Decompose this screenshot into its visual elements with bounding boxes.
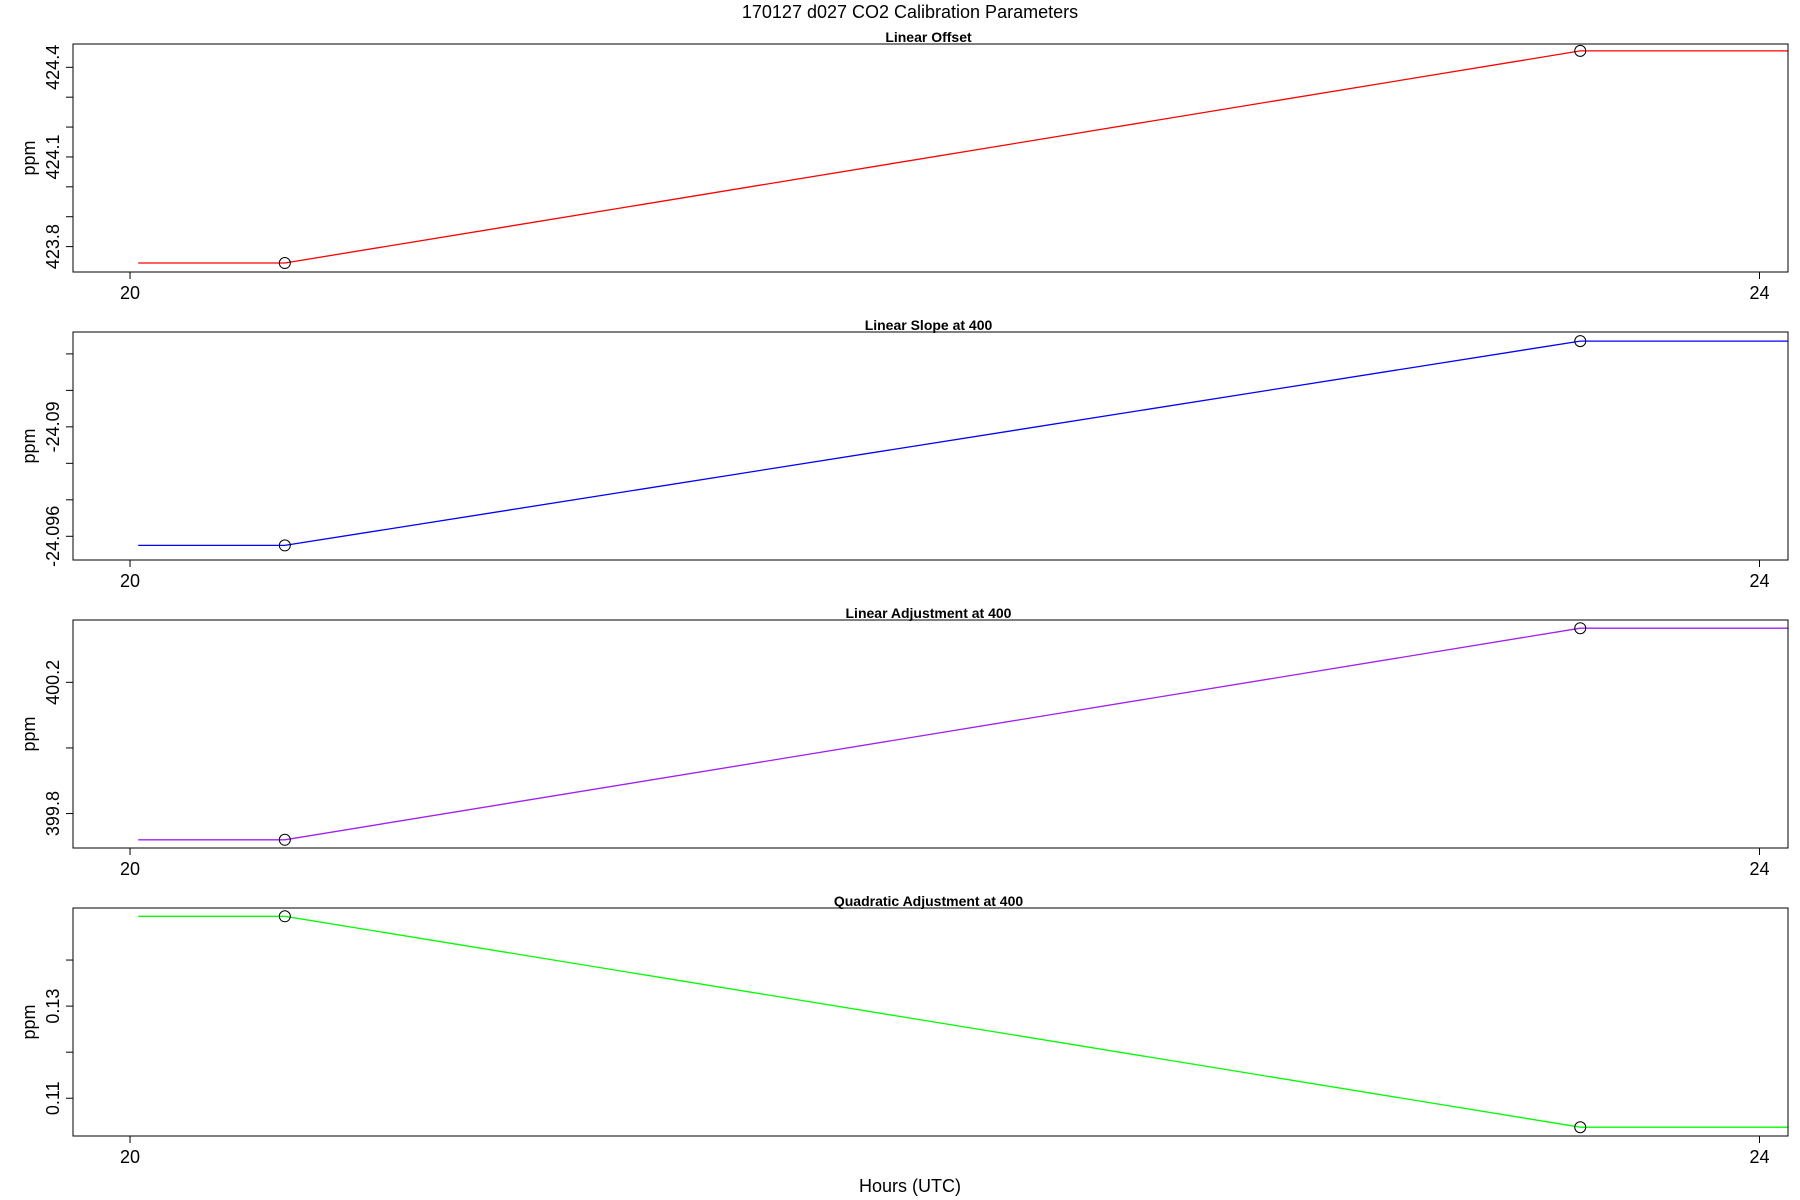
y-axis-label: ppm [19,428,39,463]
panel-title: Linear Slope at 400 [865,317,993,333]
panel-frame [72,907,1789,1137]
data-point-marker [1574,1121,1587,1134]
panel-4: Quadratic Adjustment at 400 20 24 0.11 0.13p… [19,893,1789,1167]
y-tick-label: 0.11 [43,1081,63,1115]
x-tick-label: 24 [1749,859,1769,879]
panel-frame [72,331,1789,561]
panel-frame [72,43,1789,273]
y-tick-label: 424.1 [43,134,63,179]
series-line [138,627,1788,841]
y-tick-label: -24.09 [43,401,63,452]
data-point-marker [278,910,291,923]
x-tick-label: 20 [120,283,140,303]
x-tick-label: 24 [1749,1147,1769,1167]
x-tick-label: 24 [1749,283,1769,303]
panel-title: Linear Offset [885,29,972,45]
y-axis-label: ppm [19,716,39,751]
y-axis-label: ppm [19,1004,39,1039]
panel-title: Quadratic Adjustment at 400 [834,893,1024,909]
panel-3: Linear Adjustment at 400 20 24 399.8 400.2pp… [19,605,1789,879]
data-point-marker [1574,622,1587,635]
panel-title: Linear Adjustment at 400 [846,605,1012,621]
y-tick-label: -24.096 [43,506,63,567]
series-line [138,50,1788,264]
x-tick-label: 20 [120,859,140,879]
y-tick-label: 399.8 [43,791,63,836]
y-tick-label: 424.4 [43,45,63,90]
chart-title: 170127 d027 CO2 Calibration Parameters [742,2,1078,22]
x-tick-label: 24 [1749,571,1769,591]
data-point-marker [1574,335,1587,348]
x-tick-label: 20 [120,571,140,591]
data-point-marker [278,257,291,270]
y-tick-label: 400.2 [43,660,63,705]
data-point-marker [278,833,291,846]
y-tick-label: 423.8 [43,224,63,269]
data-point-marker [278,539,291,552]
x-tick-label: 20 [120,1147,140,1167]
panel-1: Linear Offset 20 24 423.8 424.1 424.4 ppm [19,29,1789,303]
data-point-marker [1574,44,1587,57]
panel-frame [72,619,1789,849]
y-axis-label: ppm [19,140,39,175]
series-line [138,340,1788,547]
series-line [138,915,1788,1128]
x-axis-label: Hours (UTC) [859,1176,961,1196]
y-tick-label: 0.13 [43,989,63,1024]
